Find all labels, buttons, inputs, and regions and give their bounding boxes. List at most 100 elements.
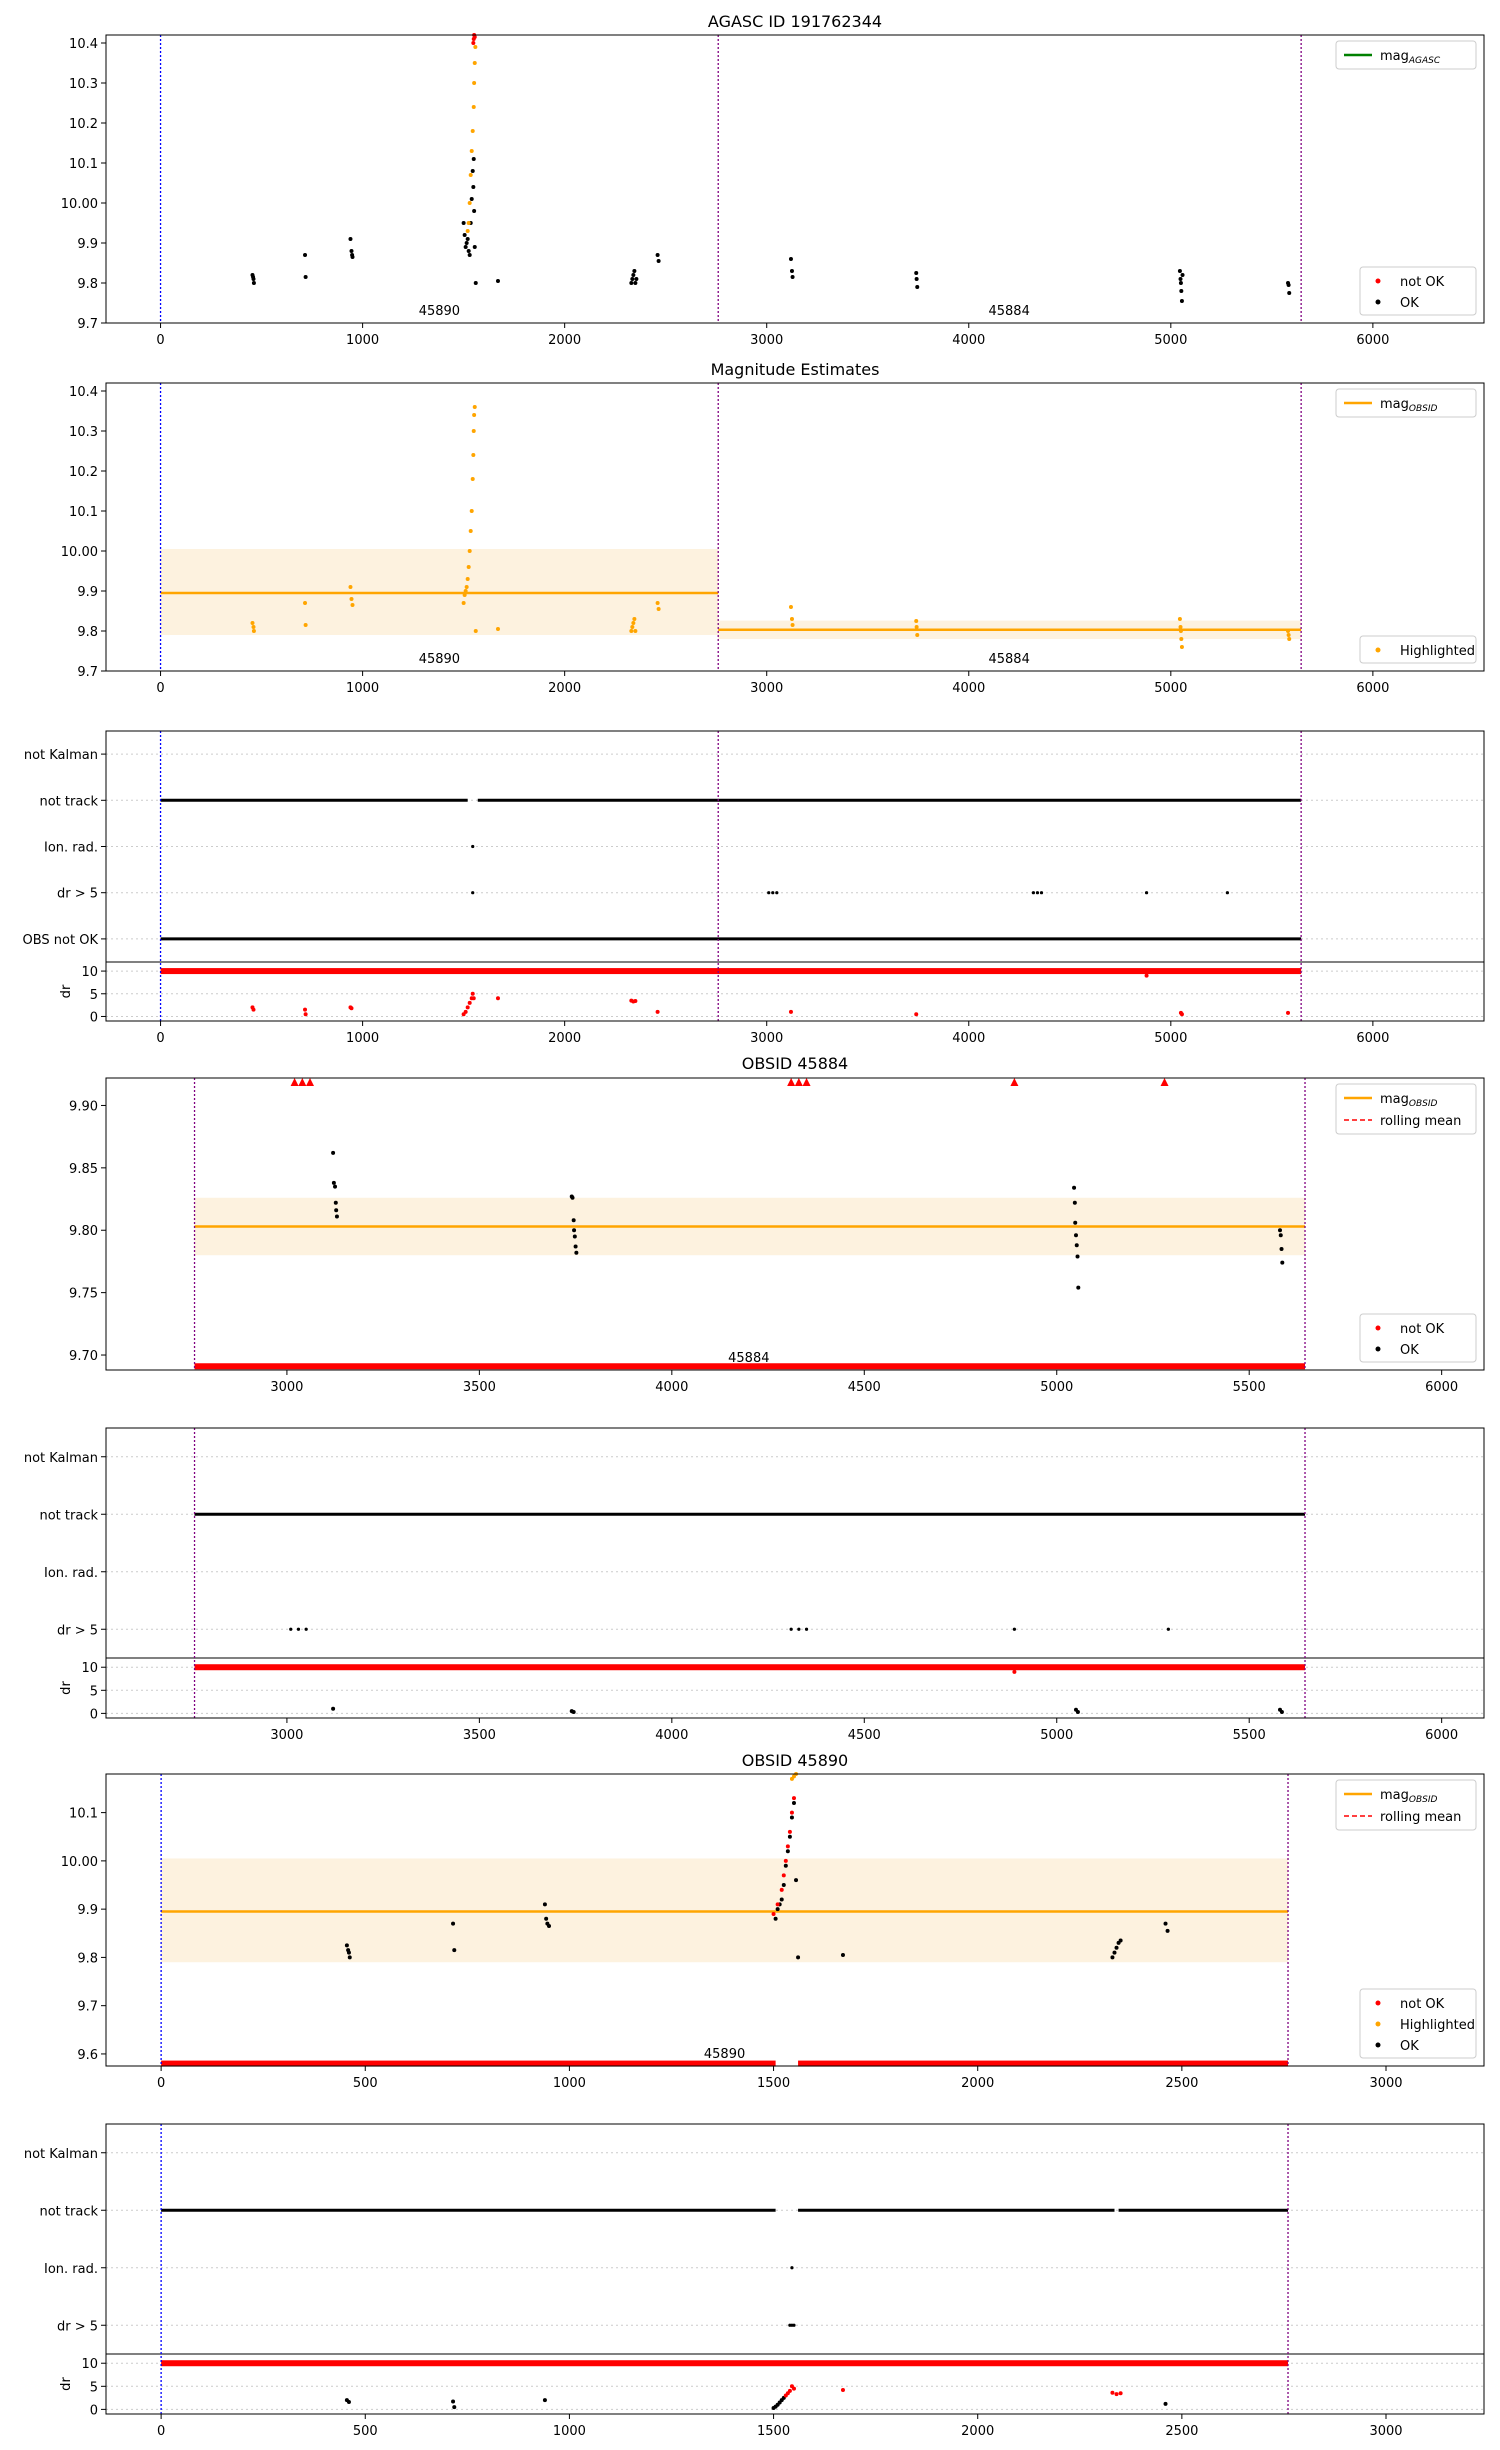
highlighted-point — [303, 623, 308, 627]
dr-tick-label: 10 — [81, 2357, 98, 2372]
offscale-marker — [802, 1078, 811, 1086]
ok-point — [334, 1208, 339, 1213]
x-tick-label: 1000 — [553, 2424, 586, 2439]
ok-point — [1112, 1950, 1117, 1955]
highlighted-point — [251, 625, 256, 629]
y-tick-label: 10.00 — [61, 1855, 98, 1870]
notok-point — [472, 35, 477, 39]
offscale-marker — [787, 1078, 796, 1086]
ok-point — [572, 1228, 577, 1233]
dr-ok-point — [1075, 1710, 1080, 1714]
ok-point — [347, 1955, 352, 1960]
highlighted-point — [466, 565, 471, 569]
highlighted-point — [471, 105, 476, 109]
flag-point — [767, 891, 771, 895]
flag-label: not Kalman — [24, 748, 98, 763]
flag-point — [1031, 891, 1036, 895]
legend-point-label: not OK — [1400, 1322, 1445, 1337]
legend-box — [1359, 1313, 1477, 1363]
x-tick-label: 2000 — [548, 1031, 581, 1046]
dr-axis-label: dr — [59, 2377, 74, 2391]
notok-point — [779, 1887, 784, 1892]
panel-titles: AGASC ID 191762344 Magnitude Estimates O… — [708, 12, 882, 1770]
dr-notok-point — [788, 1009, 793, 1014]
highlighted-point — [914, 625, 919, 629]
ok-point — [572, 1234, 577, 1239]
x-tick-label: 1500 — [757, 2424, 790, 2439]
highlighted-point — [470, 129, 475, 133]
flag-label: Ion. rad. — [44, 1566, 98, 1581]
dr-ok-point — [451, 2399, 456, 2404]
dr-tick-label: 0 — [90, 2403, 98, 2418]
x-tick-label: 6000 — [1425, 1728, 1458, 1743]
ok-point — [465, 237, 470, 241]
offscale-marker — [1010, 1078, 1019, 1086]
highlighted-point — [465, 229, 470, 233]
notok-floor-band — [194, 1363, 1306, 1370]
ok-point — [1114, 1945, 1119, 1950]
ok-point — [631, 273, 636, 277]
y-tick-label: 9.9 — [77, 1903, 98, 1918]
plot-area: 9.7 9.8 9.9 10.00 10.1 10.2 10.3 10.4 45890 45884… — [23, 33, 1485, 2439]
ok-point — [1179, 299, 1184, 303]
legend-point-label: OK — [1400, 2039, 1419, 2054]
flag-point — [289, 1627, 293, 1631]
ok-point — [1110, 1955, 1115, 1960]
highlighted-point — [631, 621, 636, 625]
legend-line-label: magOBSID — [1380, 397, 1438, 414]
y-tick-label: 9.80 — [69, 1224, 98, 1239]
ok-point — [1072, 1200, 1077, 1205]
flag-point — [1035, 891, 1040, 895]
x-tick-label: 6000 — [1425, 1380, 1458, 1395]
x-tick-label: 5000 — [1040, 1728, 1073, 1743]
highlighted-point — [465, 577, 470, 581]
flag-label: not track — [39, 794, 98, 809]
ok-point — [472, 209, 477, 213]
flag-point — [1144, 891, 1149, 895]
x-tick-label: 4000 — [952, 681, 985, 696]
ok-point — [473, 281, 478, 285]
highlighted-point — [1178, 629, 1183, 633]
ok-point — [346, 1950, 351, 1955]
dr-ok-point — [571, 1710, 576, 1714]
dr-tick-label: 5 — [90, 988, 98, 1003]
flag-label: dr > 5 — [57, 887, 98, 902]
highlighted-point — [1179, 645, 1184, 649]
ok-point — [571, 1218, 576, 1223]
ok-point — [634, 277, 639, 281]
legend-line-label: magOBSID — [1380, 1092, 1438, 1109]
ok-point — [1287, 291, 1292, 295]
highlighted-point — [790, 623, 795, 627]
x-tick-label: 3000 — [270, 1380, 303, 1395]
ok-point — [461, 221, 466, 225]
x-tick-label: 4000 — [952, 1031, 985, 1046]
y-tick-label: 9.8 — [77, 625, 98, 640]
legend-points: not OK OK — [1359, 1313, 1477, 1363]
panel-1: 9.7 9.8 9.9 10.00 10.1 10.2 10.3 10.4 45890 45884… — [61, 33, 1485, 348]
ok-point — [1178, 277, 1183, 281]
ok-point — [633, 281, 638, 285]
legend-box — [1335, 1083, 1477, 1135]
legend-point-swatch — [1375, 2042, 1381, 2048]
y-tick-label: 10.2 — [69, 465, 98, 480]
x-tick-label: 0 — [156, 333, 164, 348]
legend-point-swatch — [1375, 299, 1381, 305]
highlighted-point — [251, 629, 256, 633]
flag-point — [296, 1627, 301, 1631]
highlighted-point — [473, 629, 478, 633]
x-tick-label: 4000 — [655, 1380, 688, 1395]
notok-point — [783, 1858, 788, 1863]
highlighted-point — [469, 149, 474, 153]
panel-6: 9.6 9.7 9.8 9.9 10.00 10.1 45890 magOBSID rollin… — [61, 1772, 1485, 2091]
obsid-label: 45890 — [419, 304, 460, 319]
panel-6-title: OBSID 45890 — [742, 1751, 848, 1770]
dr-threshold-band — [194, 1664, 1306, 1671]
notok-point — [791, 1796, 796, 1801]
dr-notok-point — [251, 1007, 256, 1012]
ok-point — [471, 157, 476, 161]
ok-point — [630, 277, 635, 281]
x-tick-label: 3000 — [750, 333, 783, 348]
x-tick-label: 5000 — [1154, 1031, 1187, 1046]
ok-point — [794, 1878, 799, 1883]
flag-point — [797, 1627, 801, 1631]
